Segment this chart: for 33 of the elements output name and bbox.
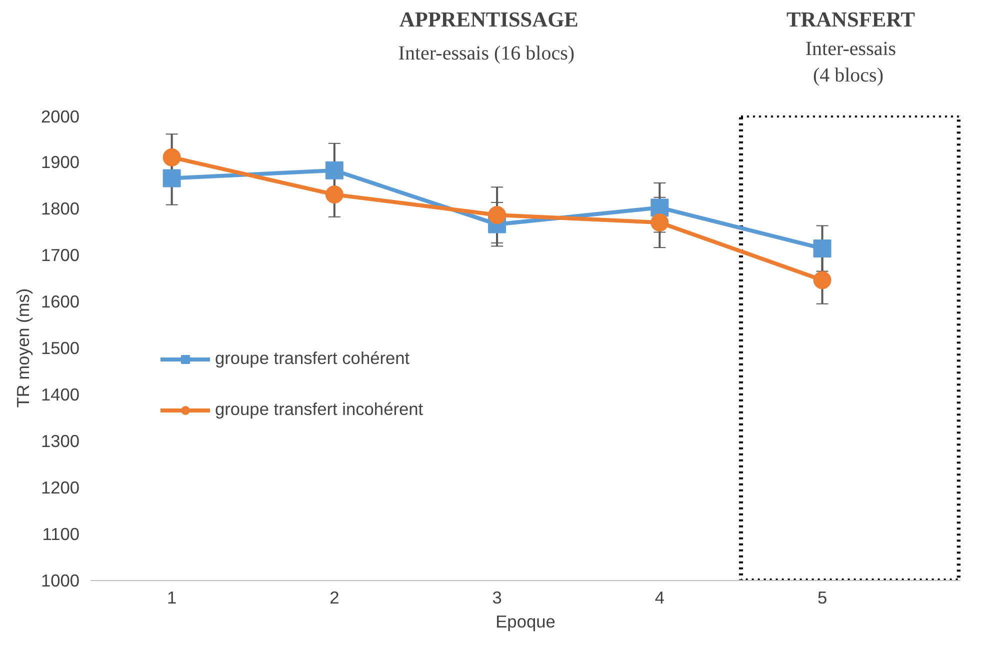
point — [325, 161, 344, 180]
point — [650, 198, 669, 217]
y-axis-title: TR moyen (ms) — [12, 288, 33, 408]
x-axis-title: Epoque — [496, 612, 556, 632]
y-tick-label: 1600 — [40, 292, 80, 312]
y-tick-label: 1500 — [40, 338, 80, 358]
y-tick-label: 1300 — [40, 431, 80, 451]
y-tick-label: 1000 — [40, 570, 80, 590]
y-tick-label: 1900 — [40, 152, 80, 172]
text: Inter-essais (4 blocs) — [805, 38, 896, 86]
text: APPRENTISSAGE — [399, 7, 578, 32]
legend-label: groupe transfert incohérent — [215, 399, 424, 420]
y-tick-label: 1700 — [40, 245, 80, 265]
legend-label: groupe transfert cohérent — [215, 348, 410, 369]
x-tick-label: 4 — [654, 588, 665, 608]
x-tick-label: 3 — [492, 588, 502, 608]
y-tick-label: 2000 — [40, 106, 80, 126]
point — [162, 169, 181, 188]
x-tick-label: 2 — [330, 588, 340, 608]
point — [488, 206, 506, 224]
point — [162, 148, 181, 166]
y-tick-label: 1200 — [40, 478, 80, 498]
text: Inter-essais (16 blocs) — [398, 42, 575, 64]
y-tick-label: 1100 — [42, 524, 80, 544]
point — [325, 186, 344, 204]
x-tick-label: 1 — [166, 588, 177, 608]
x-tick-label: 5 — [817, 588, 828, 608]
text: TRANSFERT — [786, 7, 915, 32]
y-tick-label: 1400 — [40, 384, 80, 404]
point — [813, 239, 832, 258]
y-tick-label: 1800 — [40, 198, 80, 218]
point — [650, 213, 669, 232]
point — [813, 271, 832, 290]
